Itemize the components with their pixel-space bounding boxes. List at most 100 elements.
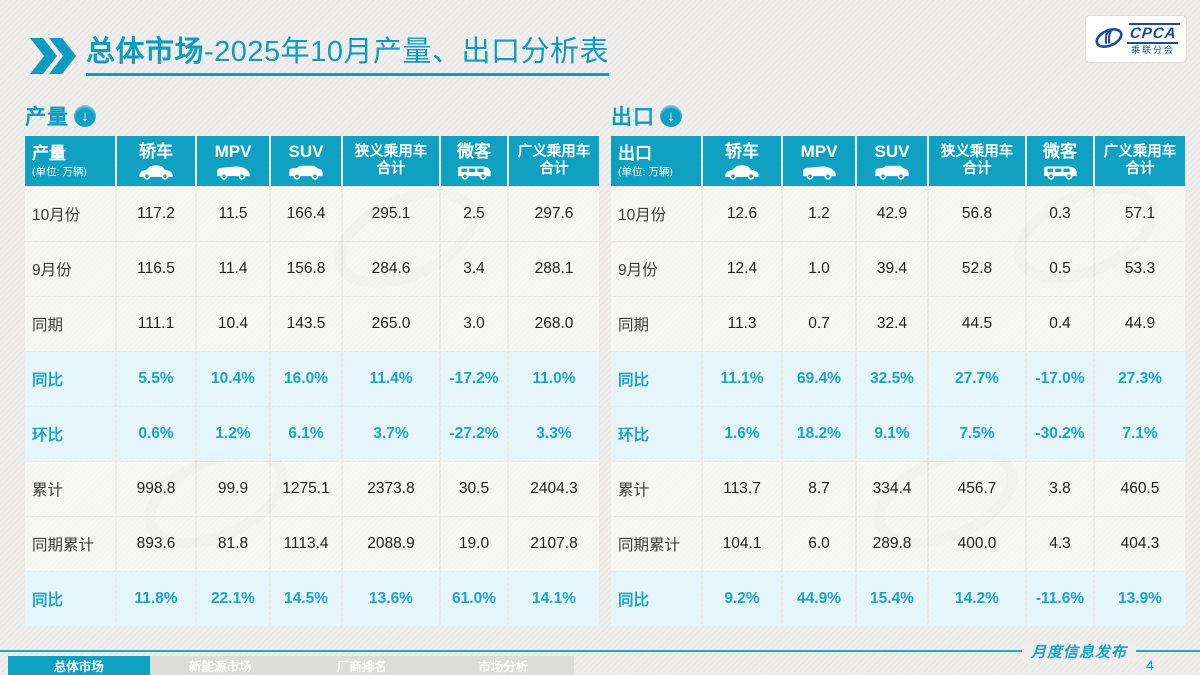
table-section-export: 出口 ↓ 出口 (单位: 万辆) 轿车 MPV SUV 狭义乘用车 合计 微客 广义乘用车 合计 1… [611,100,1189,626]
table-cell: 2107.8 [509,517,599,571]
footer-tab-总体市场[interactable]: 总体市场 [8,656,150,675]
table-cell: 57.1 [1095,187,1185,241]
table-cell: 69.4% [783,352,855,406]
table-cell: 99.9 [197,462,269,516]
column-header: 广义乘用车 合计 [1095,136,1185,186]
table-cell: 113.7 [703,462,781,516]
row-label: 同比 [25,572,115,626]
table-corner-header: 产量 (单位: 万辆) [25,136,115,186]
table-cell: 284.6 [343,242,439,296]
table-cell: 1275.1 [271,462,341,516]
double-chevron-icon [30,38,76,74]
section-label: 出口 [611,106,655,129]
suv-icon [875,165,909,180]
table-cell: 32.5% [857,352,927,406]
table-cell: 11.8% [117,572,195,626]
footer-tab-bar: 总体市场 新能源市场 厂商排名 市场分析 [8,656,574,675]
column-header-line1: 广义乘用车 [517,144,591,161]
column-header: 广义乘用车 合计 [509,136,599,186]
table-cell: 11.5 [197,187,269,241]
row-label: 累计 [611,462,701,516]
table-cell: 32.4 [857,297,927,351]
column-header-label: 微客 [457,142,491,162]
row-label: 9月份 [611,242,701,296]
table-cell: 3.4 [441,242,507,296]
page-title-bold: 总体市场 [86,36,205,68]
footer-tab-厂商排名[interactable]: 厂商排名 [291,656,433,675]
table-cell: 11.3 [703,297,781,351]
table-cell: -17.2% [441,352,507,406]
column-header-line2: 合计 [1125,161,1155,177]
down-arrow-icon: ↓ [74,105,96,127]
table-cell: 14.2% [929,572,1025,626]
table-cell: 39.4 [857,242,927,296]
table-cell: 456.7 [929,462,1025,516]
column-header-label: SUV [288,142,324,162]
row-label: 同比 [611,352,701,406]
footer-tab-市场分析[interactable]: 市场分析 [432,656,574,675]
row-label: 累计 [25,462,115,516]
data-table: 产量 (单位: 万辆) 轿车 MPV SUV 狭义乘用车 合计 微客 广义乘用车 合计 10月份 11… [25,136,603,626]
logo-chinese-text: 乘联分会 [1130,45,1175,55]
table-cell: 44.9 [1095,297,1185,351]
table-title: 产量 [32,144,66,164]
table-cell: 0.6% [117,407,195,461]
footer-tab-新能源市场[interactable]: 新能源市场 [149,656,291,675]
table-cell: 11.4% [343,352,439,406]
column-header-label: 微客 [1043,142,1077,162]
table-cell: 44.9% [783,572,855,626]
table-cell: 9.1% [857,407,927,461]
column-header-label: 轿车 [725,142,759,162]
column-header-label: MPV [214,142,252,162]
table-cell: 117.2 [117,187,195,241]
table-cell: 5.5% [117,352,195,406]
table-cell: -30.2% [1027,407,1093,461]
sedan-icon [139,165,173,180]
table-cell: 18.2% [783,407,855,461]
table-cell: 6.1% [271,407,341,461]
column-header-line1: 广义乘用车 [1103,144,1177,161]
table-cell: 9.2% [703,572,781,626]
table-cell: 0.3 [1027,187,1093,241]
row-label: 环比 [611,407,701,461]
table-cell: 11.1% [703,352,781,406]
column-header: MPV [197,136,269,186]
table-cell: 0.4 [1027,297,1093,351]
column-header: 微客 [441,136,507,186]
table-cell: 1.0 [783,242,855,296]
table-cell: 104.1 [703,517,781,571]
table-unit: (单位: 万辆) [618,165,673,178]
table-cell: 998.8 [117,462,195,516]
column-header: 狭义乘用车 合计 [343,136,439,186]
column-header-line2: 合计 [539,161,569,177]
data-table: 出口 (单位: 万辆) 轿车 MPV SUV 狭义乘用车 合计 微客 广义乘用车 合计 10月份 12… [611,136,1189,626]
table-cell: 116.5 [117,242,195,296]
table-cell: 27.3% [1095,352,1185,406]
table-cell: 3.3% [509,407,599,461]
table-cell: 0.7 [783,297,855,351]
table-cell: -27.2% [441,407,507,461]
table-cell: 3.0 [441,297,507,351]
row-label: 9月份 [25,242,115,296]
table-cell: 53.3 [1095,242,1185,296]
table-cell: 22.1% [197,572,269,626]
column-header-label: 轿车 [139,142,173,162]
table-cell: 288.1 [509,242,599,296]
table-cell: 3.7% [343,407,439,461]
row-label: 同期累计 [611,517,701,571]
table-cell: 8.7 [783,462,855,516]
column-header: 轿车 [703,136,781,186]
table-cell: 81.8 [197,517,269,571]
table-cell: 268.0 [509,297,599,351]
column-header: 狭义乘用车 合计 [929,136,1025,186]
table-cell: 7.1% [1095,407,1185,461]
table-cell: -17.0% [1027,352,1093,406]
column-header-line2: 合计 [376,161,406,177]
table-title: 出口 [618,144,652,164]
column-header-line1: 狭义乘用车 [940,144,1014,161]
table-cell: 11.4 [197,242,269,296]
row-label: 10月份 [611,187,701,241]
table-cell: 143.5 [271,297,341,351]
footer-caption: 月度信息发布 [1022,641,1137,662]
table-corner-header: 出口 (单位: 万辆) [611,136,701,186]
